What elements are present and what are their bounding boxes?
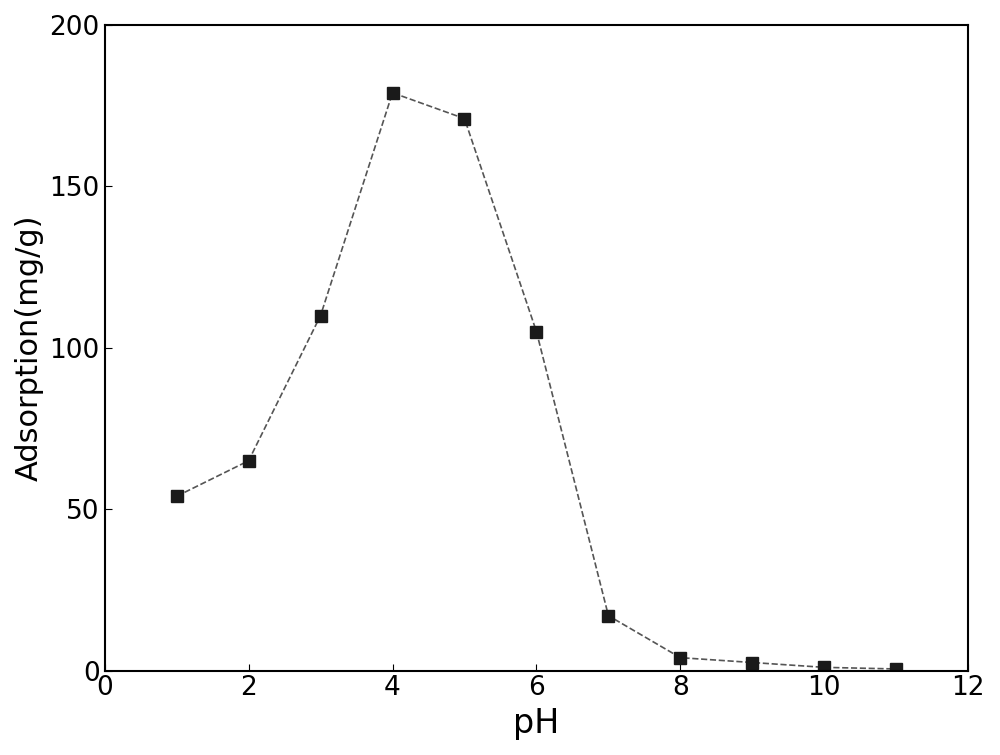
X-axis label: pH: pH	[513, 707, 560, 740]
Y-axis label: Adsorption(mg/g): Adsorption(mg/g)	[15, 214, 44, 481]
